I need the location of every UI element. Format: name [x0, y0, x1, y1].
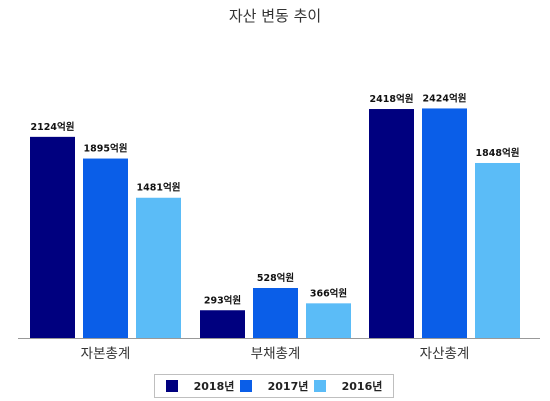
category-label: 자산총계 [420, 346, 470, 362]
bar-자산총계-2016년 [475, 162, 520, 338]
bar-자본총계-2016년 [136, 197, 181, 338]
value-label: 1848억원 [476, 147, 520, 159]
legend-item-2017: 2017년 [239, 378, 309, 394]
value-label: 2418억원 [370, 93, 414, 105]
value-label: 1895억원 [84, 143, 128, 155]
bar-부채총계-2018년 [200, 310, 245, 338]
chart-title: 자산 변동 추이 [228, 7, 322, 25]
legend-label-2017: 2017년 [267, 380, 309, 393]
legend: 2018년 2017년 2016년 [154, 374, 394, 398]
bar-자산총계-2018년 [369, 109, 414, 338]
bar-자본총계-2017년 [83, 158, 128, 338]
bar-부채총계-2017년 [253, 287, 298, 338]
bar-자본총계-2018년 [30, 136, 75, 338]
legend-swatch-2016 [313, 380, 326, 392]
value-label: 528억원 [257, 272, 294, 284]
bar-부채총계-2016년 [306, 303, 351, 338]
value-label: 293억원 [204, 294, 241, 306]
legend-swatch-2017 [239, 380, 252, 392]
value-label: 2124억원 [31, 121, 75, 133]
bar-자산총계-2017년 [422, 108, 467, 338]
value-label: 1481억원 [137, 182, 181, 194]
legend-swatch-2018 [165, 380, 178, 392]
legend-item-2018: 2018년 [165, 378, 235, 394]
value-label: 366억원 [310, 287, 347, 299]
category-label: 부채총계 [251, 346, 301, 362]
category-label: 자본총계 [81, 346, 131, 362]
value-label: 2424억원 [423, 92, 467, 104]
legend-label-2016: 2016년 [341, 380, 383, 393]
legend-label-2018: 2018년 [193, 380, 235, 393]
legend-item-2016: 2016년 [313, 378, 383, 394]
